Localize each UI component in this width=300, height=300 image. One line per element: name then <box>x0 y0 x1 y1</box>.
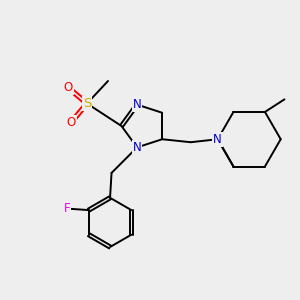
Text: S: S <box>83 97 91 110</box>
Text: O: O <box>64 81 73 94</box>
Text: N: N <box>213 133 222 146</box>
Text: F: F <box>64 202 70 215</box>
Text: N: N <box>133 98 141 111</box>
Text: N: N <box>133 141 141 154</box>
Text: O: O <box>67 116 76 129</box>
